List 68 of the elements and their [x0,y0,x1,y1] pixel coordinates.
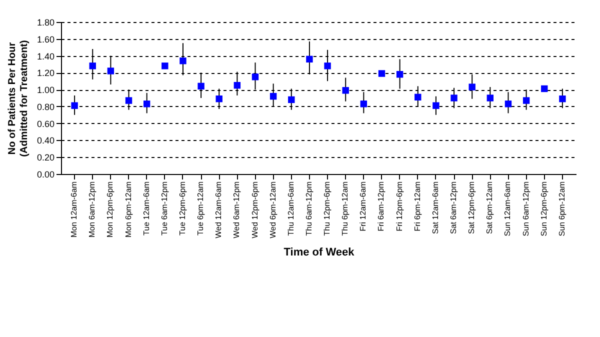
point [396,71,404,78]
point [107,68,114,74]
point [486,94,494,102]
point [143,100,150,108]
x-tick-label: Thu 6pm-12am [340,181,350,236]
point [559,95,566,102]
x-tick-label: Tue 12am-6am [142,181,151,236]
point [71,102,78,109]
x-tick-label: Fri 12am-6am [358,181,368,232]
point [216,95,222,102]
y-tick-label: 0.60 [36,118,54,129]
point [234,82,241,89]
point [252,74,259,80]
x-tick-label: Fri 6pm-12am [412,181,422,232]
point [180,57,186,64]
x-tick-label: Fri 6am-12pm [376,181,386,232]
point [270,92,277,100]
point [306,56,313,63]
y-tick-label: 1.80 [36,18,54,28]
x-tick-label: Sat 6am-12pm [449,181,458,234]
point [342,87,349,94]
y-tick-label: 1.00 [36,85,54,96]
point [432,102,440,109]
point [89,62,96,70]
y-tick-label: 1.20 [36,68,54,78]
y-tick-label: 0.40 [36,136,54,146]
point [541,85,548,92]
x-tick-label: Sat 12pm-6pm [467,181,476,234]
point [288,96,295,104]
x-tick-label: Thu 12am-6am [286,181,296,236]
x-tick-label: Mon 6am-12pm [88,181,97,238]
x-tick-label: Wed 12am-6am [214,181,224,238]
y-tick-label: 0.00 [36,170,54,180]
x-tick-label: Thu 6am-12pm [304,181,314,236]
point [378,70,386,77]
point [450,94,458,102]
x-tick-label: Sun 6am-12pm [521,181,530,236]
point [522,97,530,104]
point [162,62,168,70]
y-tick-label: 0.20 [36,152,54,163]
x-tick-label: Sat 12am-6am [430,181,440,234]
point [198,82,204,90]
y-tick-label: 1.60 [36,34,54,44]
x-tick-label: Mon 12pm-6pm [106,181,115,238]
x-tick-label: Thu 12pm-6pm [322,181,332,236]
point [360,100,368,108]
x-tick-label: Wed 6am-12pm [232,181,242,238]
x-tick-label: Tue 12pm-6pm [178,181,187,236]
x-tick-label: Sat 6pm-12am [485,181,494,234]
x-tick-label: Mon 6pm-12am [124,181,133,238]
x-axis-title: Time of Week [284,246,356,258]
point [414,94,422,101]
x-tick-label: Tue 6pm-12am [196,181,206,236]
y-axis-title: No of Patients Per Hour (Admitted for Treatment) [6,40,30,157]
x-tick-label: Sun 6pm-12am [557,181,566,236]
x-tick-label: Fri 12pm-6pm [394,181,404,232]
point [125,97,132,104]
point [504,100,512,108]
x-tick-label: Wed 6pm-12am [268,181,278,238]
x-tick-label: Sun 12pm-6pm [539,181,548,236]
y-tick-label: 1.40 [36,51,54,62]
point [324,62,331,70]
x-tick-label: Mon 12am-6am [70,181,79,238]
y-tick-label: 0.80 [36,102,54,112]
x-tick-label: Sun 12am-6am [503,181,512,236]
point [468,84,476,90]
x-tick-label: Tue 6am-12pm [160,181,169,236]
x-tick-label: Wed 12pm-6pm [250,181,260,238]
